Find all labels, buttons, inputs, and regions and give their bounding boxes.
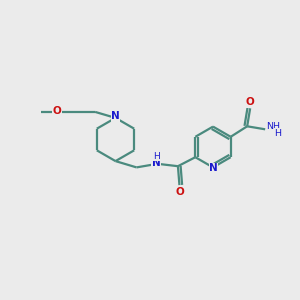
Text: N: N	[152, 158, 161, 168]
Text: O: O	[52, 106, 62, 116]
Text: N: N	[111, 111, 120, 122]
Text: O: O	[246, 97, 254, 107]
Text: H: H	[274, 129, 281, 138]
Text: NH: NH	[267, 122, 280, 131]
Text: H: H	[153, 152, 159, 161]
Text: N: N	[209, 163, 218, 173]
Text: O: O	[175, 187, 184, 197]
